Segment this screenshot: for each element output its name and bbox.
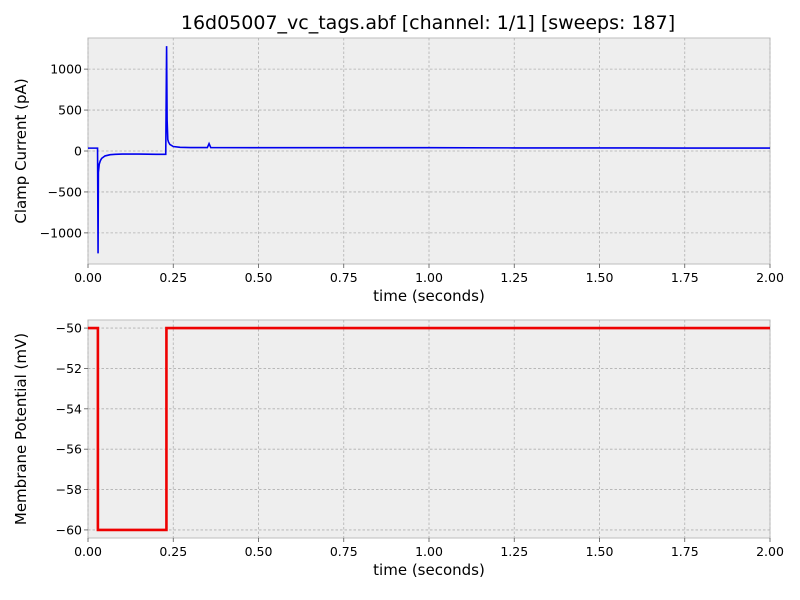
y-tick-label: −60 <box>56 522 82 537</box>
x-tick-label: 2.00 <box>756 544 784 559</box>
x-axis-label: time (seconds) <box>373 561 485 579</box>
x-tick-label: 1.00 <box>415 270 443 285</box>
y-tick-label: 1000 <box>50 62 82 77</box>
y-tick-label: −1000 <box>40 225 82 240</box>
x-tick-label: 1.50 <box>586 270 614 285</box>
x-tick-label: 0.75 <box>330 270 358 285</box>
x-tick-label: 0.25 <box>159 270 187 285</box>
membrane-potential-trace <box>88 326 770 532</box>
x-tick-label: 1.25 <box>500 544 528 559</box>
y-tick-label: −54 <box>56 401 82 416</box>
y-tick-label: −500 <box>48 184 82 199</box>
x-tick-label: 2.00 <box>756 270 784 285</box>
y-tick-label: 500 <box>58 103 82 118</box>
y-tick-label: −58 <box>56 482 82 497</box>
y-tick-label: −56 <box>56 442 82 457</box>
x-axis-label: time (seconds) <box>373 287 485 305</box>
x-tick-label: 0.50 <box>245 544 273 559</box>
y-axis-label: Membrane Potential (mV) <box>12 333 30 525</box>
y-tick-label: 0 <box>74 144 82 159</box>
y-axis-label: Clamp Current (pA) <box>12 78 30 223</box>
y-tick-label: −50 <box>56 321 82 336</box>
membrane-potential-panel: 0.00 0.25 0.50 0.75 1.00 1.25 1.50 1.75 2.00 −60 −… <box>12 319 784 579</box>
y-tick-label: −52 <box>56 361 82 376</box>
x-tick-label: 0.00 <box>74 544 102 559</box>
x-tick-label: 1.25 <box>500 270 528 285</box>
x-tick-label: 1.75 <box>671 270 699 285</box>
x-tick-label: 0.00 <box>74 270 102 285</box>
x-tick-label: 0.25 <box>159 544 187 559</box>
clamp-current-panel: 0.00 0.25 0.50 0.75 1.00 1.25 1.50 1.75 2.00 −100… <box>12 37 784 305</box>
x-tick-label: 0.50 <box>245 270 273 285</box>
x-tick-label: 1.75 <box>671 544 699 559</box>
chart-title: 16d05007_vc_tags.abf [channel: 1/1] [swe… <box>181 12 675 34</box>
x-tick-label: 1.50 <box>586 544 614 559</box>
x-tick-label: 1.00 <box>415 544 443 559</box>
x-tick-label: 0.75 <box>330 544 358 559</box>
clamp-current-trace <box>88 46 770 254</box>
